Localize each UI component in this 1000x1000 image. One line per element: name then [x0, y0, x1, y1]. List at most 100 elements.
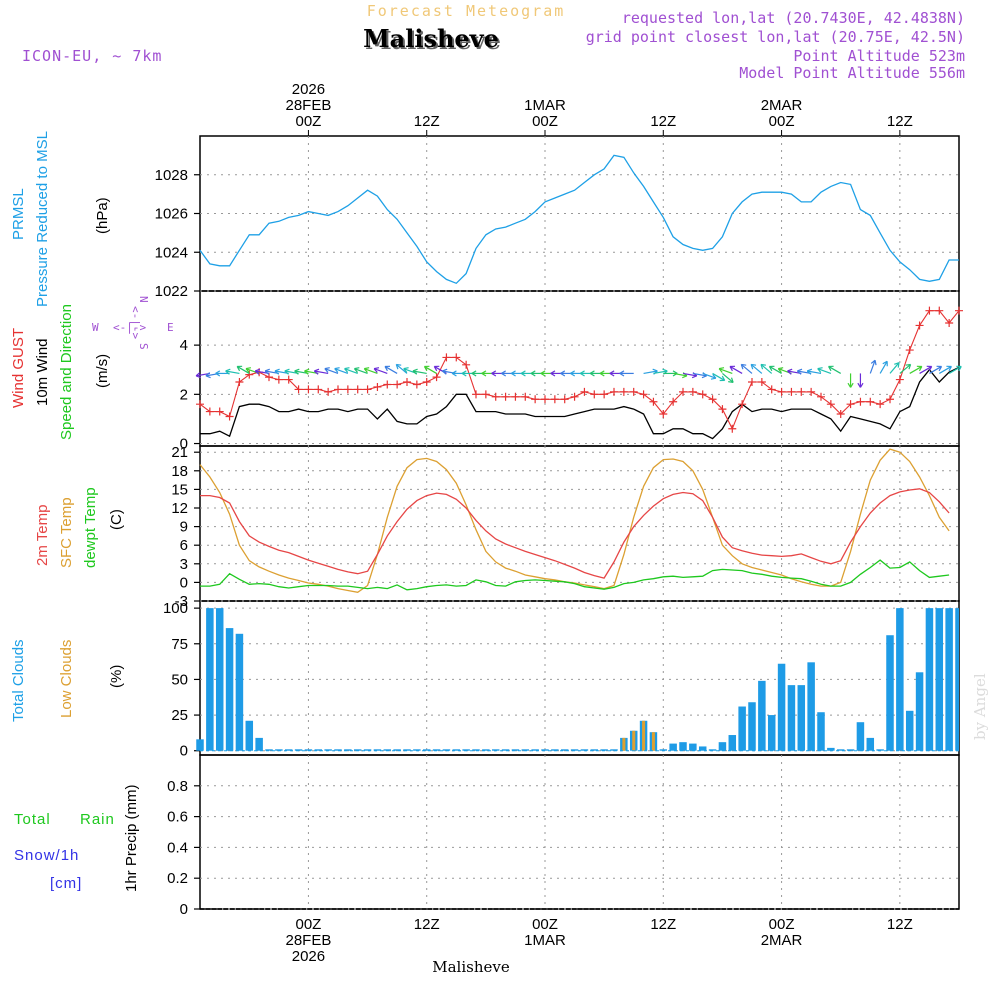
wind-arrow-head [395, 363, 402, 370]
wind-direction-arrow [384, 365, 398, 374]
total-cloud-bar [452, 749, 461, 751]
y-tick-label: 0 [180, 901, 188, 918]
wind-arrow-head [796, 368, 803, 375]
temp-dewpt-label: dewpt Temp [82, 487, 99, 568]
wind-direction-arrow [692, 372, 707, 377]
point-altitude: Point Altitude 523m [793, 47, 965, 65]
wind-gust-marker [324, 387, 333, 396]
wind-gust-marker [639, 390, 648, 399]
total-cloud-bar [491, 749, 500, 751]
total-cloud-bar [827, 747, 835, 751]
wind-arrow-head [777, 367, 784, 373]
wind-arrow-head [423, 365, 430, 372]
total-cloud-bar [334, 749, 342, 751]
wind-arrow-head [433, 365, 440, 372]
wind-direction-arrow [828, 365, 842, 374]
bottom-time-label: 28FEB [285, 932, 331, 949]
temp-unit: (C) [108, 509, 125, 530]
bottom-time-label: 2MAR [761, 932, 803, 949]
wind-arrow-head [225, 368, 231, 375]
footer-location: Malisheve [432, 958, 510, 976]
wind-arrow-head [740, 363, 747, 370]
wind-gust-marker [373, 382, 382, 391]
wind-arrow-head [284, 368, 290, 375]
wind-gust-marker [777, 387, 786, 396]
wind-gust-marker [698, 390, 707, 399]
total-cloud-bar [669, 743, 677, 751]
wind-arrow-head [344, 367, 350, 373]
precip-total-label: Total [14, 811, 51, 828]
wind-gust-marker [629, 387, 638, 396]
wind-gust-marker [343, 385, 352, 394]
low-clouds-label: Low Clouds [58, 640, 75, 718]
wind-direction-arrow [948, 365, 962, 374]
y-tick-label: 1022 [155, 283, 188, 300]
wind-gust-marker [649, 397, 658, 406]
total-cloud-bar [363, 749, 372, 751]
wind-gust-marker [619, 387, 628, 396]
wind-arrow-head [236, 365, 243, 372]
bottom-time-label: 12Z [414, 916, 440, 933]
wind-arrow-head [520, 370, 526, 377]
total-cloud-bar [235, 633, 244, 751]
wind-gust-marker [659, 410, 668, 419]
total-cloud-bar [511, 749, 520, 751]
wind-arrow-head [530, 370, 536, 377]
total-cloud-bar [876, 749, 884, 751]
wind-gust-marker [481, 390, 490, 399]
wind-gust-marker [205, 407, 214, 416]
y-tick-label: 3 [180, 556, 188, 573]
wind-gust-marker [955, 306, 963, 315]
wind-gust-marker [915, 321, 924, 330]
total-cloud-bar [767, 715, 776, 751]
wind-gust-marker [600, 390, 609, 399]
wind-arrow-head [403, 367, 409, 373]
wind-direction-arrow [225, 370, 240, 375]
total-cloud-bar [482, 749, 490, 751]
total-cloud-bar [284, 749, 293, 751]
y-tick-label: 9 [180, 519, 188, 536]
wind-direction-arrow [314, 370, 329, 375]
wind-direction-arrow [643, 370, 658, 375]
wind-direction-arrow [750, 363, 763, 374]
total-cloud-bar [738, 706, 746, 751]
y-tick-label: 15 [171, 481, 188, 498]
wind-gust-marker [334, 385, 342, 394]
wind-arrow-head [936, 365, 943, 372]
wind-arrow-head [313, 368, 320, 375]
prmsl-label: PRMSL [10, 188, 27, 240]
y-tick-label: 4 [180, 337, 188, 354]
y-tick-label: 0.2 [167, 870, 188, 887]
wind-gust-marker [472, 390, 480, 399]
wind-gust-marker [669, 397, 678, 406]
wind-gust-marker [225, 412, 234, 421]
wind-gust-marker [442, 353, 451, 362]
wind-gust-marker [895, 375, 904, 384]
y-tick-label: -3 [175, 593, 188, 610]
total-cloud-bar [659, 749, 668, 751]
total-cloud-bar [560, 749, 569, 751]
wind-gust-marker [412, 380, 421, 389]
wind-gust-marker [718, 405, 727, 414]
y-tick-label: 0 [180, 436, 188, 453]
model-point-altitude: Model Point Altitude 556m [739, 64, 965, 82]
wind-arrow-head [926, 365, 933, 372]
wind-arrow-head [956, 365, 962, 372]
requested-coords: requested lon,lat (20.7430E, 42.4838N) [622, 9, 965, 27]
wind-gust-marker [541, 395, 549, 404]
wind-direction-arrow [817, 368, 832, 374]
total-cloud-bar [215, 608, 224, 751]
location-title-front: Malisheve [363, 24, 499, 53]
wind-direction-arrow [395, 363, 408, 374]
model-label: ICON-EU, ~ 7km [22, 47, 162, 65]
wind-gust-marker [501, 392, 510, 401]
total-cloud-bar [728, 735, 737, 751]
total-cloud-bar [432, 749, 441, 751]
wind-gust-marker [294, 385, 303, 394]
wind-arrow-head [560, 370, 566, 377]
total-cloud-bar [580, 749, 589, 751]
wind-arrow-head [857, 382, 864, 388]
clouds-panel-frame [199, 600, 960, 756]
wind-arrow-head [540, 370, 546, 377]
